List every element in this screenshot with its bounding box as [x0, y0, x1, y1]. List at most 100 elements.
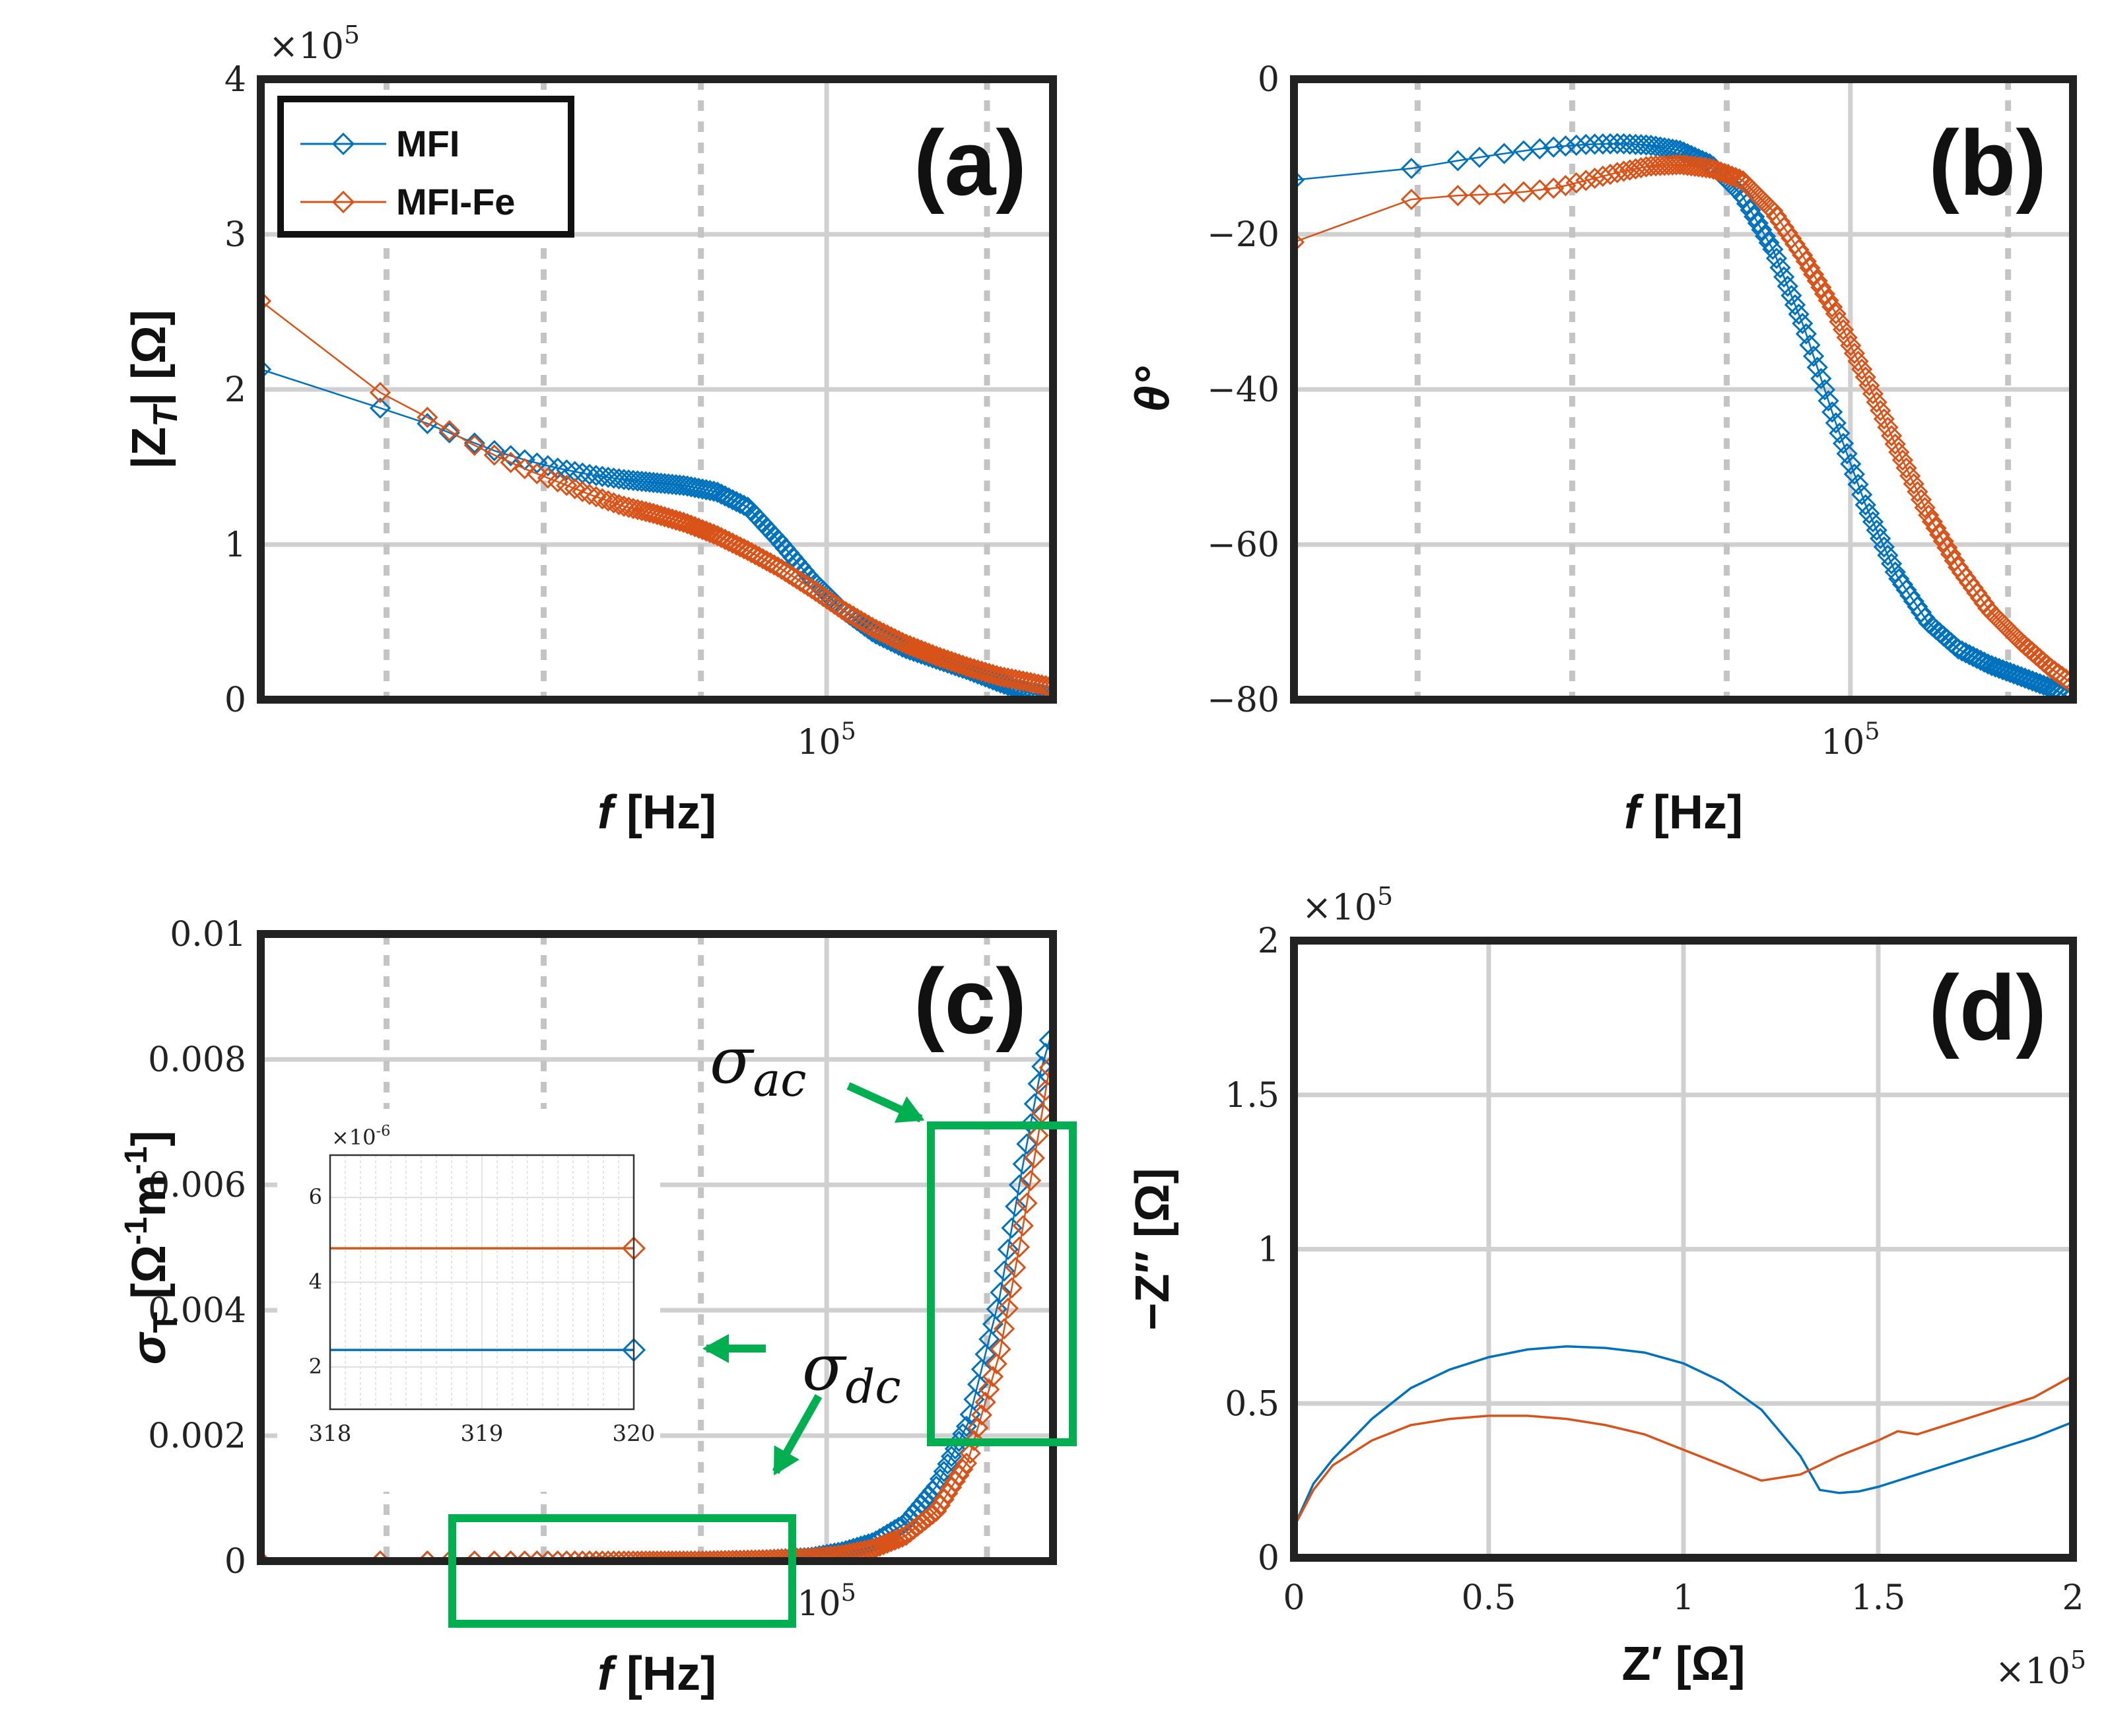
data-point-MFI-Fe — [865, 1537, 887, 1558]
data-point-MFI-Fe — [1932, 530, 1954, 552]
data-point-MFI — [1996, 660, 2018, 682]
data-point-MFI — [1862, 511, 1884, 533]
data-point-MFI — [369, 397, 391, 419]
data-point-MFI-Fe — [1658, 154, 1680, 176]
x-tick-label: 0.5 — [1462, 1578, 1516, 1618]
x-axis-label: f [Hz] — [597, 786, 716, 839]
data-point-MFI — [1866, 519, 1887, 541]
data-point-MFI-Fe — [970, 1404, 992, 1426]
data-point-MFI-Fe — [662, 508, 683, 530]
data-point-MFI-Fe — [1400, 189, 1423, 211]
data-point-MFI-Fe — [948, 653, 970, 675]
data-point-MFI — [1836, 443, 1858, 465]
data-point-MFI — [1784, 294, 1806, 316]
series-group — [1294, 133, 2073, 700]
data-point-MFI — [978, 1328, 1000, 1350]
data-point-MFI — [578, 463, 601, 485]
data-point-MFI-Fe — [1821, 296, 1843, 318]
data-point-MFI-Fe — [782, 1548, 804, 1561]
data-point-MFI-Fe — [669, 510, 691, 532]
data-point-MFI — [1023, 1093, 1045, 1115]
data-point-MFI — [1977, 653, 1999, 675]
data-point-MFI — [1825, 412, 1847, 434]
data-point-MFI-Fe — [1802, 263, 1825, 285]
data-point-MFI-Fe — [1565, 172, 1587, 194]
data-point-MFI — [695, 479, 717, 501]
y-tick-label: 2 — [224, 370, 246, 410]
data-point-MFI-Fe — [910, 639, 932, 661]
panel-b: 0 −20 −40 −60 −80 105 (b) f [Hz] θ° — [1126, 60, 2077, 839]
data-point-MFI-Fe — [880, 1531, 902, 1552]
data-point-MFI — [1773, 266, 1795, 288]
data-point-MFI — [933, 1461, 955, 1483]
data-point-MFI-Fe — [1447, 185, 1469, 207]
data-point-MFI-Fe — [1940, 543, 1962, 565]
data-point-MFI — [1817, 390, 1839, 412]
y-tick-label: −40 — [1207, 370, 1279, 410]
data-point-MFI — [2010, 666, 2032, 688]
y-tick-label: 1.5 — [1225, 1076, 1279, 1116]
data-point-MFI-Fe — [902, 636, 925, 658]
x-tick-label: 2 — [2062, 1578, 2084, 1618]
data-point-MFI-Fe — [952, 1458, 974, 1481]
data-point-MFI-Fe — [884, 1529, 906, 1551]
data-point-MFI-Fe — [926, 645, 947, 667]
panel-label: (b) — [1928, 111, 2047, 215]
data-point-MFI-Fe — [417, 407, 438, 428]
data-point-MFI-Fe — [1873, 408, 1895, 430]
sigma-ac-box — [927, 1121, 1077, 1446]
data-point-MFI-Fe — [895, 633, 917, 655]
data-point-MFI-Fe — [1847, 351, 1869, 372]
data-point-MFI-Fe — [869, 1535, 891, 1557]
data-point-MFI-Fe — [1721, 165, 1743, 187]
data-point-MFI-Fe — [1294, 231, 1305, 253]
data-point-MFI-Fe — [1020, 1170, 1042, 1191]
data-point-MFI-Fe — [691, 519, 714, 541]
data-point-MFI — [1799, 334, 1821, 356]
data-point-MFI-Fe — [623, 498, 644, 519]
data-point-MFI — [1870, 527, 1891, 550]
inset-arrow-head — [702, 1334, 729, 1363]
data-point-MFI — [1008, 1174, 1031, 1196]
sigma-dc-arrow-head — [774, 1445, 799, 1476]
data-point-MFI-Fe — [463, 434, 485, 456]
y-tick-label: 4 — [224, 60, 246, 100]
data-point-MFI-Fe — [873, 1533, 895, 1556]
data-point-MFI-Fe — [578, 483, 601, 506]
x-axis-label: Z′ [Ω] — [1622, 1638, 1746, 1690]
y-tick-label: 0.002 — [148, 1417, 246, 1456]
data-point-MFI — [261, 358, 272, 380]
data-point-MFI-Fe — [680, 514, 702, 536]
data-point-MFI — [556, 459, 578, 481]
data-point-MFI — [608, 468, 630, 490]
data-point-MFI — [941, 1446, 963, 1467]
data-point-MFI-Fe — [1606, 162, 1628, 184]
inset-x-tick-label: 320 — [613, 1420, 656, 1447]
series-markers-MFI-Fe — [1294, 154, 2073, 692]
data-point-MFI — [926, 1475, 947, 1497]
inset-y-tick-label: 6 — [309, 1184, 322, 1209]
series-markers-MFI-Fe — [261, 290, 1053, 698]
data-point-MFI-Fe — [918, 642, 939, 664]
legend: MFI MFI-Fe — [277, 96, 574, 238]
data-point-MFI — [1031, 1055, 1053, 1077]
y-tick-label: 0.008 — [148, 1040, 246, 1080]
data-point-MFI-Fe — [1866, 391, 1887, 413]
panel-label: (c) — [914, 949, 1027, 1053]
x-axis-label: f [Hz] — [1624, 786, 1743, 839]
data-point-MFI-Fe — [937, 649, 959, 671]
data-point-MFI — [2018, 669, 2040, 690]
y-tick-label: 0.004 — [148, 1291, 246, 1331]
series-group — [1294, 1345, 2073, 1528]
data-point-MFI-Fe — [978, 1378, 1000, 1401]
data-point-MFI-Fe — [1895, 457, 1917, 479]
data-point-MFI — [1447, 150, 1469, 172]
data-point-MFI — [1740, 199, 1761, 221]
data-point-MFI-Fe — [1543, 177, 1565, 199]
data-point-MFI-Fe — [1468, 184, 1491, 206]
data-point-MFI — [1005, 1195, 1027, 1217]
inset: 2 4 6 318 319 320 ×10-6 — [277, 1109, 660, 1492]
data-point-MFI — [1847, 473, 1869, 495]
data-point-MFI-Fe — [1862, 383, 1884, 405]
